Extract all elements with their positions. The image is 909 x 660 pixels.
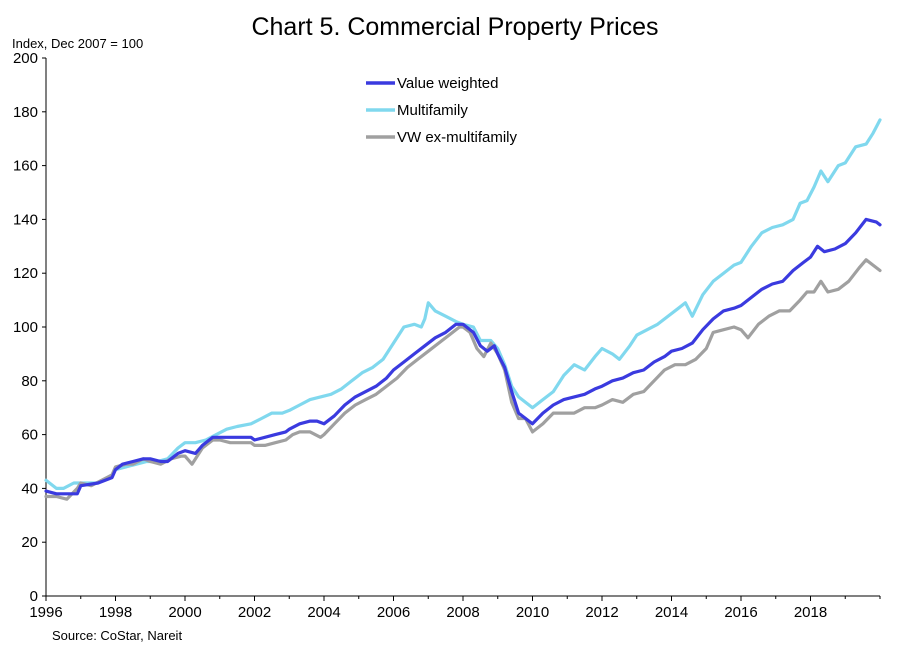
y-tick-label: 80 bbox=[21, 373, 38, 390]
x-tick-label: 2000 bbox=[168, 604, 201, 621]
y-tick-label: 120 bbox=[13, 265, 38, 282]
y-axis-label: Index, Dec 2007 = 100 bbox=[12, 36, 143, 51]
x-tick-label: 2004 bbox=[307, 604, 340, 621]
x-tick-label: 2008 bbox=[446, 604, 479, 621]
y-tick-label: 0 bbox=[30, 588, 38, 605]
y-tick-label: 100 bbox=[13, 319, 38, 336]
x-tick-label: 2012 bbox=[585, 604, 618, 621]
y-tick-label: 200 bbox=[13, 50, 38, 67]
y-tick-label: 20 bbox=[21, 534, 38, 551]
x-tick-label: 2006 bbox=[377, 604, 410, 621]
legend-label: Value weighted bbox=[397, 75, 498, 92]
series-line-vw-ex-multifamily bbox=[44, 258, 882, 501]
x-tick-label: 2014 bbox=[655, 604, 688, 621]
series-line-value-weighted bbox=[44, 217, 882, 496]
x-tick-label: 1998 bbox=[99, 604, 132, 621]
y-tick-label: 140 bbox=[13, 211, 38, 228]
chart-title: Chart 5. Commercial Property Prices bbox=[251, 13, 658, 41]
x-tick-label: 2016 bbox=[724, 604, 757, 621]
x-tick-label: 2002 bbox=[238, 604, 271, 621]
x-tick-label: 2018 bbox=[794, 604, 827, 621]
source-note: Source: CoStar, Nareit bbox=[52, 628, 182, 643]
series-lines bbox=[44, 118, 882, 501]
legend-label: VW ex-multifamily bbox=[397, 129, 518, 146]
x-tick-label: 1996 bbox=[29, 604, 62, 621]
y-tick-label: 180 bbox=[13, 104, 38, 121]
y-tick-label: 40 bbox=[21, 480, 38, 497]
y-tick-label: 160 bbox=[13, 158, 38, 175]
legend-label: Multifamily bbox=[397, 102, 468, 119]
legend: Value weighted Multifamily VW ex-multifami… bbox=[366, 75, 518, 146]
axes: 0 20 40 60 80 100 120 140 160 180 200 1996 1998 2000 2… bbox=[13, 50, 881, 621]
y-tick-label: 60 bbox=[21, 427, 38, 444]
series-line-multifamily bbox=[44, 118, 882, 490]
x-tick-label: 2010 bbox=[516, 604, 549, 621]
